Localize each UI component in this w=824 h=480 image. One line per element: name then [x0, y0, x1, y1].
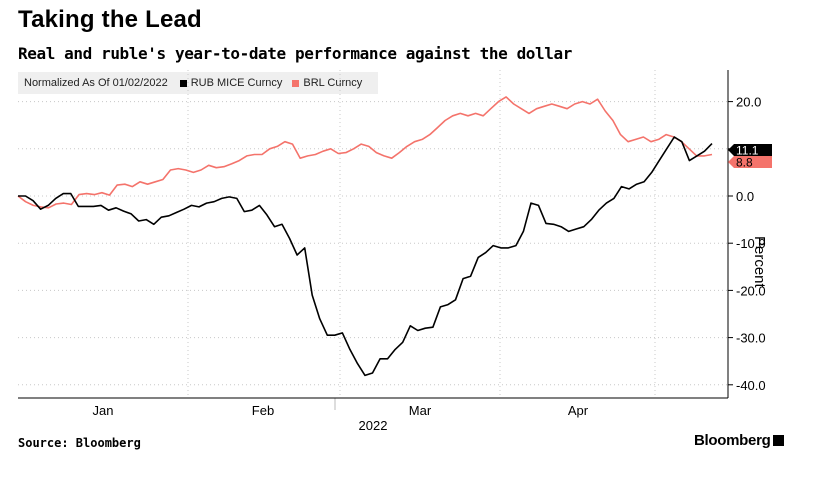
series-line-brl [17, 96, 713, 209]
series-line-rub [18, 136, 713, 377]
end-label-rub-text: 11.1 [736, 144, 759, 158]
y-tick-label: 0.0 [736, 189, 754, 204]
x-axis-year-label: 2022 [359, 418, 388, 433]
gridlines [18, 70, 728, 398]
legend-label-rub: RUB MICE Curncy [190, 77, 283, 89]
legend-label-brl: BRL Curncy [303, 77, 363, 89]
chart-subtitle: Real and ruble's year-to-date performanc… [18, 44, 572, 63]
x-tick-label: Mar [409, 403, 432, 418]
axes: 20.010.00.0-10.0-20.0-30.0-40.0JanFebMar… [18, 70, 766, 433]
end-label-brl-text: 8.8 [736, 156, 753, 170]
x-tick-label: Jan [93, 403, 114, 418]
y-tick-label: -10.0 [736, 236, 766, 251]
source-note: Source: Bloomberg [18, 436, 141, 450]
legend-note: Normalized As Of 01/02/2022 [24, 77, 168, 89]
x-tick-label: Apr [568, 403, 589, 418]
legend-item-rub: RUB MICE Curncy [179, 77, 283, 89]
y-tick-label: -20.0 [736, 283, 766, 298]
legend-item-brl: BRL Curncy [292, 77, 362, 89]
end-label-brl-tag [728, 156, 772, 168]
y-tick-label: -30.0 [736, 331, 766, 346]
bloomberg-terminal-icon [773, 435, 785, 446]
y-axis-label: Percent [751, 236, 768, 288]
end-label-brl: 8.8 [728, 156, 772, 170]
chart-title: Taking the Lead [18, 6, 202, 33]
x-tick-label: Feb [252, 403, 274, 418]
series-lines [17, 96, 713, 377]
brand-text: Bloomberg [694, 432, 771, 449]
legend-swatch-brl [292, 79, 300, 87]
legend-swatch-rub [179, 79, 187, 87]
y-tick-label: -40.0 [736, 378, 766, 393]
end-label-rub-tag [728, 144, 772, 156]
legend: Normalized As Of 01/02/2022 RUB MICE Cur… [18, 72, 379, 94]
end-label-rub: 11.1 [728, 144, 772, 158]
bloomberg-logo: Bloomberg [694, 432, 785, 449]
end-labels: 11.18.8 [728, 144, 772, 170]
y-tick-label: 20.0 [736, 95, 761, 110]
